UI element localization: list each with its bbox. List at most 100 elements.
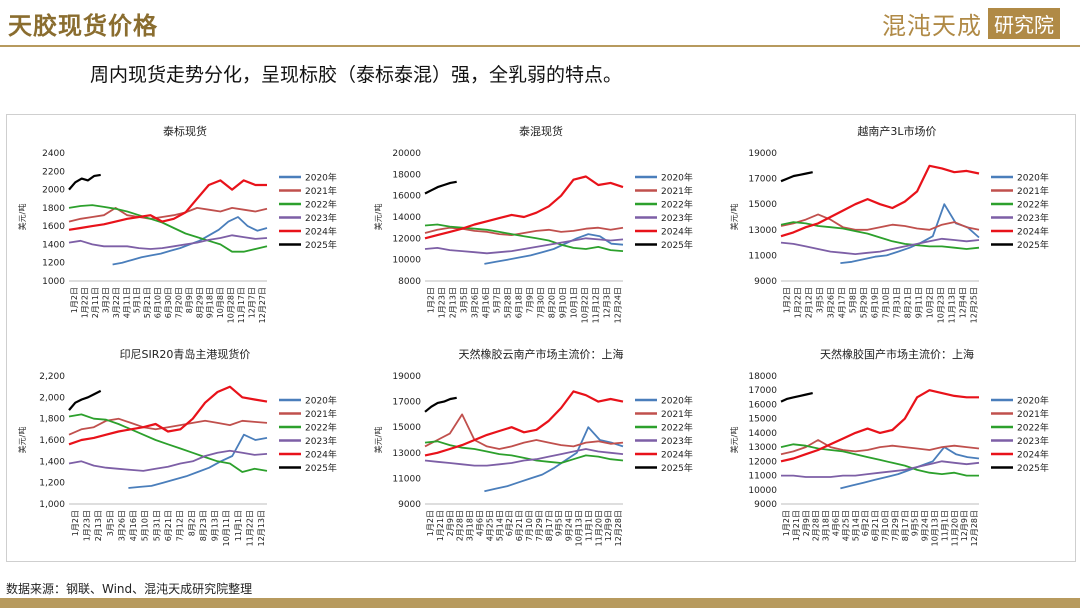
x-tick-label: 4月11日 <box>122 287 131 318</box>
x-tick-label: 7月29日 <box>535 510 544 541</box>
company-logo: 混沌天成 研究院 <box>882 7 1060 40</box>
series-line-2023年 <box>68 234 268 250</box>
x-tick-label: 5月21日 <box>143 287 152 318</box>
series-line-2023年 <box>780 237 980 256</box>
x-tick-label: 3月5日 <box>816 287 825 313</box>
x-tick-label: 10月2日 <box>926 287 935 318</box>
x-tick-label: 8月17日 <box>545 510 554 541</box>
legend-label: 2020年 <box>305 172 337 184</box>
x-tick-label: 1月23日 <box>82 510 91 541</box>
x-tick-label: 11月13日 <box>948 287 957 323</box>
x-tick-label: 5月14日 <box>495 510 504 541</box>
x-tick-label: 3月5日 <box>460 287 469 313</box>
x-tick-label: 1月2日 <box>782 510 791 536</box>
chart-title: 天然橡胶国产市场主流价：上海 <box>820 347 974 361</box>
legend-label: 2020年 <box>1017 395 1049 407</box>
x-tick-label: 8月2日 <box>187 510 196 536</box>
x-tick-label: 5月1日 <box>133 287 142 313</box>
x-tick-label: 2月28日 <box>456 510 465 541</box>
x-tick-label: 6月18日 <box>515 287 524 318</box>
x-tick-label: 3月26日 <box>471 287 480 318</box>
y-tick-label: 1,400 <box>39 457 65 467</box>
x-tick-label: 12月24日 <box>614 287 623 323</box>
legend-label: 2025年 <box>661 239 693 251</box>
series-line-2020年 <box>128 433 268 489</box>
x-tick-label: 2月13日 <box>94 510 103 541</box>
y-tick-label: 2,000 <box>39 393 65 403</box>
y-tick-label: 17000 <box>748 386 777 396</box>
x-tick-label: 6月2日 <box>505 510 514 536</box>
x-tick-label: 7月31日 <box>893 287 902 318</box>
logo-main-text: 混沌天成 <box>882 11 982 40</box>
page-header: 天胶现货价格 混沌天成 研究院 <box>0 0 1080 47</box>
y-tick-label: 17000 <box>748 175 777 185</box>
x-tick-label: 12月3日 <box>603 287 612 318</box>
x-tick-label: 12月28日 <box>614 510 623 546</box>
y-axis-label: 美元/吨 <box>17 204 27 231</box>
series-line-2024年 <box>424 390 624 457</box>
y-tick-label: 2400 <box>42 149 65 159</box>
chart-panel-6: 天然橡胶国产市场主流价：上海 美元/吨 9000 10000 11000 12000 130… <box>719 338 1075 561</box>
x-tick-label: 9月24日 <box>921 510 930 541</box>
y-tick-label: 15000 <box>748 415 777 425</box>
x-tick-label: 10月8日 <box>216 287 225 318</box>
x-tick-label: 1月2日 <box>783 287 792 313</box>
series-line-2023年 <box>781 460 980 478</box>
y-tick-label: 12000 <box>392 234 421 244</box>
series-line-2021年 <box>780 439 980 456</box>
x-tick-label: 3月5日 <box>106 510 115 536</box>
x-tick-label: 10月22日 <box>581 287 590 323</box>
y-tick-label: 11000 <box>392 474 421 484</box>
x-tick-label: 12月13日 <box>257 510 266 546</box>
x-tick-label: 7月10日 <box>525 510 534 541</box>
x-tick-label: 7月29日 <box>891 510 900 541</box>
y-tick-label: 9000 <box>398 500 421 510</box>
x-tick-label: 10月1日 <box>570 287 579 318</box>
x-tick-label: 3月2日 <box>101 287 110 313</box>
x-tick-label: 9月5日 <box>555 510 564 536</box>
x-tick-label: 8月29日 <box>195 287 204 318</box>
legend-label: 2023年 <box>661 435 693 447</box>
legend-label: 2020年 <box>661 395 693 407</box>
y-tick-label: 9000 <box>754 500 777 510</box>
legend-label: 2025年 <box>661 462 693 474</box>
series-line-2023年 <box>424 448 624 467</box>
x-tick-label: 4月16日 <box>482 287 491 318</box>
x-tick-label: 11月1日 <box>940 510 949 541</box>
legend-label: 2023年 <box>305 435 337 447</box>
chart-title: 印尼SIR20青岛主港现货价 <box>120 347 251 361</box>
x-tick-label: 1月23日 <box>438 287 447 318</box>
legend-label: 2025年 <box>1017 462 1049 474</box>
legend-label: 2021年 <box>661 408 693 420</box>
x-tick-label: 7月30日 <box>537 287 546 318</box>
x-tick-label: 5月10日 <box>141 510 150 541</box>
x-tick-label: 4月6日 <box>831 510 840 536</box>
y-tick-label: 9000 <box>754 277 777 287</box>
x-tick-label: 2月9日 <box>446 510 455 536</box>
y-tick-label: 18000 <box>748 372 777 382</box>
y-tick-label: 8000 <box>398 277 421 287</box>
x-tick-label: 2月12日 <box>805 287 814 318</box>
legend-label: 2022年 <box>305 422 337 434</box>
x-tick-label: 1月22日 <box>81 287 90 318</box>
y-tick-label: 1200 <box>42 259 65 269</box>
legend-label: 2020年 <box>1017 172 1049 184</box>
chart-title: 越南产3L市场价 <box>857 124 936 138</box>
series-line-2024年 <box>424 175 624 240</box>
series-line-2021年 <box>780 213 980 231</box>
bottom-bar <box>0 598 1080 608</box>
x-tick-label: 12月4日 <box>959 287 968 318</box>
y-tick-label: 13000 <box>392 449 421 459</box>
x-tick-label: 12月7日 <box>247 287 256 318</box>
y-axis-label: 美元/吨 <box>373 204 383 231</box>
legend-label: 2022年 <box>661 199 693 211</box>
series-line-2025年 <box>424 396 457 413</box>
x-tick-label: 8月23日 <box>199 510 208 541</box>
legend-label: 2020年 <box>305 395 337 407</box>
legend-label: 2024年 <box>661 226 693 238</box>
x-tick-label: 5月28日 <box>504 287 513 318</box>
series-line-2024年 <box>68 385 268 446</box>
x-tick-label: 2月9日 <box>802 510 811 536</box>
